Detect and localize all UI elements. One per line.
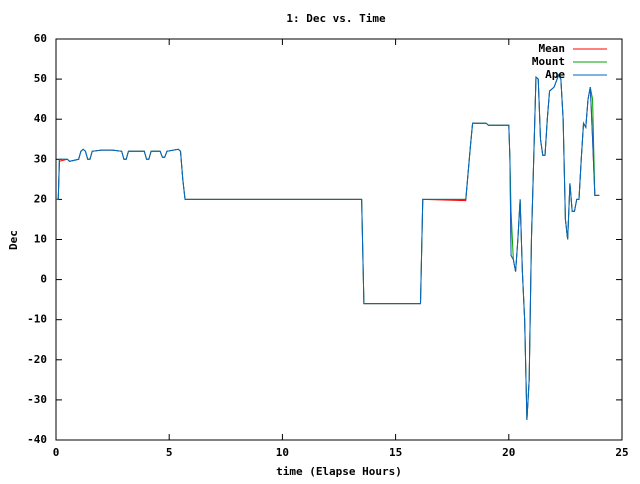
x-tick-label: 25 bbox=[615, 446, 628, 459]
y-tick-label: 10 bbox=[34, 233, 47, 246]
y-tick-label: -30 bbox=[27, 393, 47, 406]
y-tick-label: 0 bbox=[40, 273, 47, 286]
y-tick-label: 50 bbox=[34, 72, 47, 85]
legend-label: Ape bbox=[545, 68, 565, 81]
data-line bbox=[56, 73, 600, 420]
chart-title: 1: Dec vs. Time bbox=[286, 12, 386, 25]
y-tick-label: -20 bbox=[27, 353, 47, 366]
y-tick-label: 20 bbox=[34, 192, 47, 205]
x-axis-label: time (Elapse Hours) bbox=[276, 465, 402, 478]
y-tick-label: -40 bbox=[27, 433, 47, 446]
x-tick-label: 10 bbox=[276, 446, 289, 459]
x-tick-label: 20 bbox=[502, 446, 515, 459]
legend-label: Mean bbox=[539, 42, 566, 55]
y-axis-label: Dec bbox=[7, 230, 20, 250]
x-tick-label: 5 bbox=[166, 446, 173, 459]
y-tick-label: 60 bbox=[34, 32, 47, 45]
x-tick-label: 15 bbox=[389, 446, 402, 459]
y-tick-label: 30 bbox=[34, 152, 47, 165]
y-tick-label: 40 bbox=[34, 112, 47, 125]
y-tick-label: -10 bbox=[27, 313, 47, 326]
legend-label: Mount bbox=[532, 55, 565, 68]
x-tick-label: 0 bbox=[53, 446, 60, 459]
